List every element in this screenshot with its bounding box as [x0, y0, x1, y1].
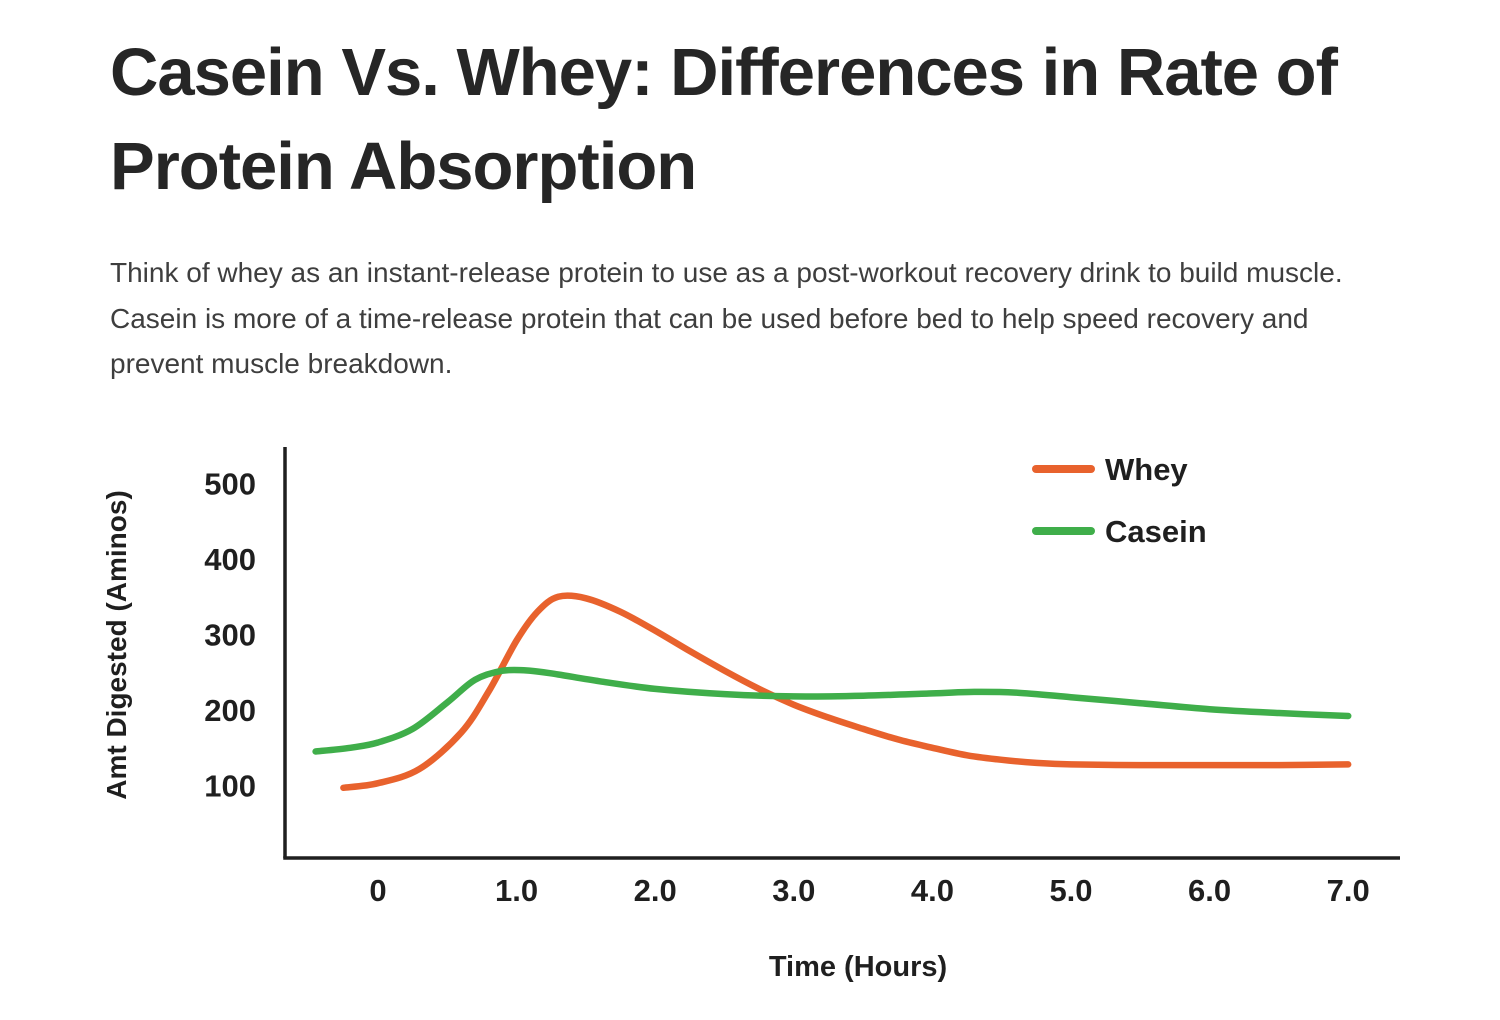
x-tick-label: 0: [369, 873, 386, 908]
y-tick-label: 100: [204, 769, 256, 804]
x-tick-label: 7.0: [1327, 873, 1370, 908]
x-tick-label: 4.0: [911, 873, 954, 908]
intro-paragraph: Think of whey as an instant-release prot…: [110, 256, 1343, 380]
x-tick-label: 2.0: [634, 873, 677, 908]
series-line-whey: [340, 592, 1352, 792]
page-title: Casein Vs. Whey: Differences in Rate of …: [110, 35, 1338, 204]
legend-label-casein: Casein: [1105, 514, 1207, 549]
chart-canvas: 100 200 300 400 500 0 1.0 2.0 3.0 4.0 5.0 6.0 7.0 Tim…: [101, 447, 1400, 983]
y-axis-title: Amt Digested (Aminos): [101, 491, 132, 801]
x-axis-title: Time (Hours): [769, 951, 947, 983]
x-tick-label: 6.0: [1188, 873, 1231, 908]
protein-absorption-chart: 100 200 300 400 500 0 1.0 2.0 3.0 4.0 5.0 6.0 7.0 Tim…: [0, 433, 1500, 994]
x-tick-label: 3.0: [772, 873, 815, 908]
x-tick-label: 1.0: [495, 873, 538, 908]
y-tick-label: 200: [204, 693, 256, 728]
y-tick-label: 400: [204, 542, 256, 577]
legend-label-whey: Whey: [1105, 452, 1188, 487]
y-tick-label: 300: [204, 618, 256, 653]
series-line-casein: [312, 666, 1352, 756]
article-page: Casein Vs. Whey: Differences in Rate of …: [0, 26, 1500, 1020]
x-tick-label: 5.0: [1049, 873, 1092, 908]
y-tick-label: 500: [204, 467, 256, 502]
